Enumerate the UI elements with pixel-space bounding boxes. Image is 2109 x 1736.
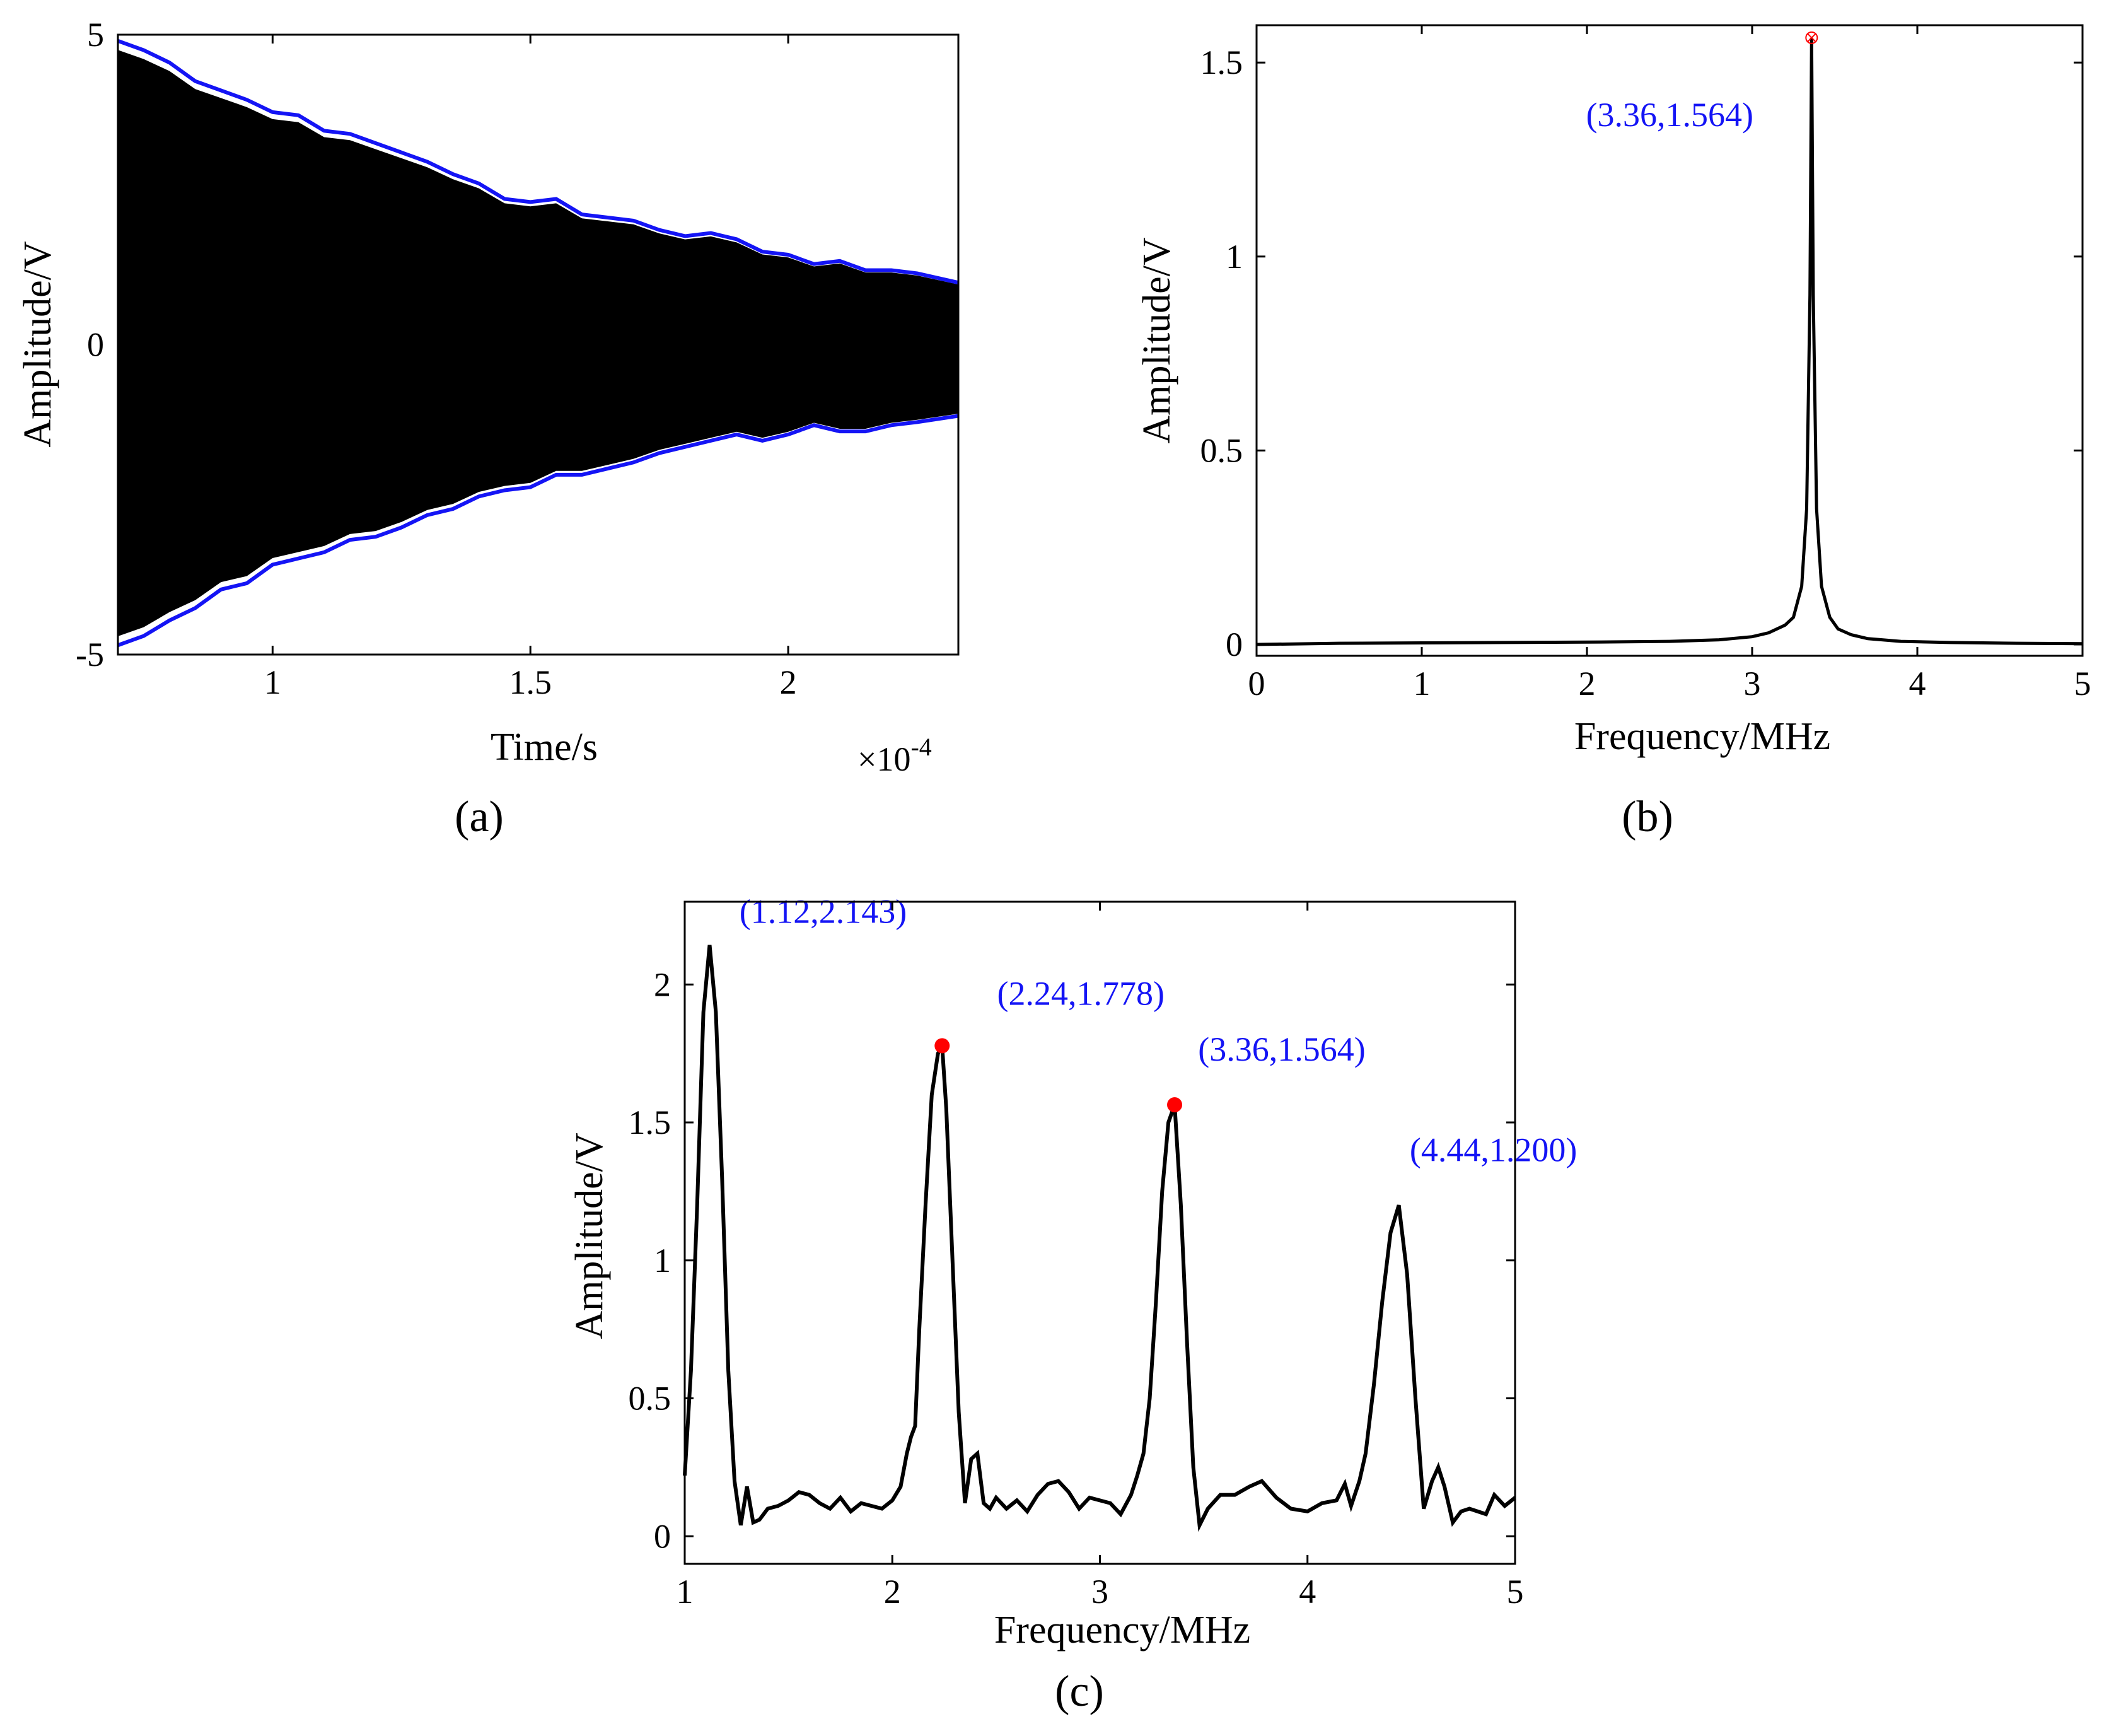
- panel-b-spectrum: (3.36,1.564) 0 1 2 3 4 5 0 0.5 1 1.5 Frequency/M…: [1136, 24, 2091, 841]
- panel-c-y-tick-label-3: 1.5: [629, 1104, 671, 1141]
- panel-b-peak-circle: [1805, 31, 1818, 44]
- panel-c-y-tick-label-4: 2: [654, 965, 671, 1003]
- panel-a-x-ticks: 1 1.5 2: [264, 35, 797, 701]
- panel-b-x-ticks: 0 1 2 3 4 5: [1248, 25, 2091, 702]
- panel-c-spectrum-line: [683, 945, 1516, 1532]
- panel-c-x-tick-label-4: 5: [1507, 1573, 1524, 1611]
- panel-a-x-tick-label-2: 2: [780, 663, 797, 701]
- panel-b-y-axis-label: Amplitude/V: [1136, 237, 1178, 443]
- panel-a-y-tick-label-0: 5: [87, 16, 104, 54]
- panel-a-y-tick-label-2: -5: [76, 636, 104, 673]
- panel-b-x-tick-label-2: 2: [1579, 665, 1596, 702]
- panel-b-y-tick-label-1: 0.5: [1200, 431, 1243, 469]
- panel-a-x-exponent-base: ×10: [857, 740, 910, 778]
- panel-a-signal-band: [118, 50, 958, 636]
- panel-a-y-ticks: 5 0 -5: [76, 16, 958, 673]
- panel-a-upper-envelope: [117, 39, 959, 285]
- panel-b-x-tick-label-5: 5: [2074, 665, 2091, 702]
- panel-c-peak-annotation-0: (1.12,2.143): [740, 893, 907, 931]
- panel-b-x-tick-label-0: 0: [1248, 665, 1265, 702]
- panel-b-spectrum-line: [1256, 37, 2083, 646]
- panel-a-x-tick-label-1: 1.5: [509, 663, 552, 701]
- panel-b-axes-box: [1255, 24, 2084, 657]
- panel-c-y-tick-label-0: 0: [654, 1517, 671, 1555]
- panel-c-x-ticks: 1 2 3 4 5: [677, 902, 1524, 1611]
- panel-b-x-tick-label-3: 3: [1744, 665, 1761, 702]
- panel-b-y-tick-label-2: 1: [1226, 238, 1243, 276]
- panel-c-x-axis-label: Frequency/MHz: [994, 1609, 1250, 1652]
- panel-c-peak-marker-1: [934, 1038, 950, 1054]
- panel-b-y-tick-label-0: 0: [1226, 626, 1243, 663]
- panel-a-y-axis-label: Amplitude/V: [16, 241, 59, 447]
- panel-c-y-axis-label: Amplitude/V: [568, 1133, 611, 1339]
- panel-b-peak-annotation: (3.36,1.564): [1586, 96, 1753, 134]
- panel-a-x-exponent-power: -4: [910, 733, 931, 761]
- panel-c-label-text: (c): [1055, 1667, 1104, 1716]
- panel-c-peak-annotation-2: (3.36,1.564): [1198, 1030, 1365, 1068]
- panel-c-x-tick-label-1: 2: [884, 1573, 901, 1611]
- panel-c-x-tick-label-3: 4: [1299, 1573, 1316, 1611]
- panel-b-y-ticks: 0 0.5 1 1.5: [1200, 44, 2083, 663]
- panel-a-x-axis-label: Time/s: [491, 726, 598, 769]
- panel-c-x-tick-label-2: 3: [1091, 1573, 1108, 1611]
- panel-b-y-tick-label-3: 1.5: [1200, 44, 1243, 81]
- panel-b-x-axis-label: Frequency/MHz: [1574, 715, 1830, 758]
- panel-c-y-tick-label-1: 0.5: [629, 1380, 671, 1418]
- panel-b-label: (b): [1622, 793, 1673, 841]
- panel-a-label-text: (a): [455, 793, 504, 841]
- panel-b-peak-marker: [1805, 31, 1818, 44]
- panel-c-harmonic-spectrum: (1.12,2.143) (2.24,1.778) (3.36,1.564) (4.4…: [568, 893, 1577, 1716]
- panel-c-y-tick-label-2: 1: [654, 1242, 671, 1279]
- panel-a-label: (a): [455, 793, 504, 841]
- panel-c-y-ticks: 0 0.5 1 1.5 2: [629, 965, 1515, 1555]
- panel-a-time-signal: 1 1.5 2 50-5 Time/s Amplitude/V ×10-4 (a): [16, 16, 960, 841]
- panel-a-x-exponent: ×10-4: [857, 733, 932, 778]
- panel-c-label: (c): [1055, 1667, 1104, 1716]
- panel-b-peak-cross-2: [1806, 33, 1817, 43]
- panel-c-peak-annotation-1: (2.24,1.778): [997, 974, 1165, 1012]
- panel-c-peak-annotation-3: (4.44,1.200): [1410, 1131, 1577, 1168]
- panel-c-peak-markers: [934, 1038, 1183, 1112]
- panel-c-x-tick-label-0: 1: [677, 1573, 694, 1611]
- panel-b-x-tick-label-4: 4: [1909, 665, 1926, 702]
- panel-a-lower-envelope: [117, 414, 959, 648]
- panel-c-peak-marker-2: [1167, 1097, 1183, 1112]
- panel-b-x-tick-label-1: 1: [1414, 665, 1431, 702]
- panel-a-y-tick-label-1: 0: [87, 326, 104, 364]
- panel-b-label-text: (b): [1622, 793, 1673, 841]
- panel-c-peak-annotations: (1.12,2.143) (2.24,1.778) (3.36,1.564) (4.4…: [740, 893, 1577, 1169]
- panel-a-x-tick-label-0: 1: [264, 663, 281, 701]
